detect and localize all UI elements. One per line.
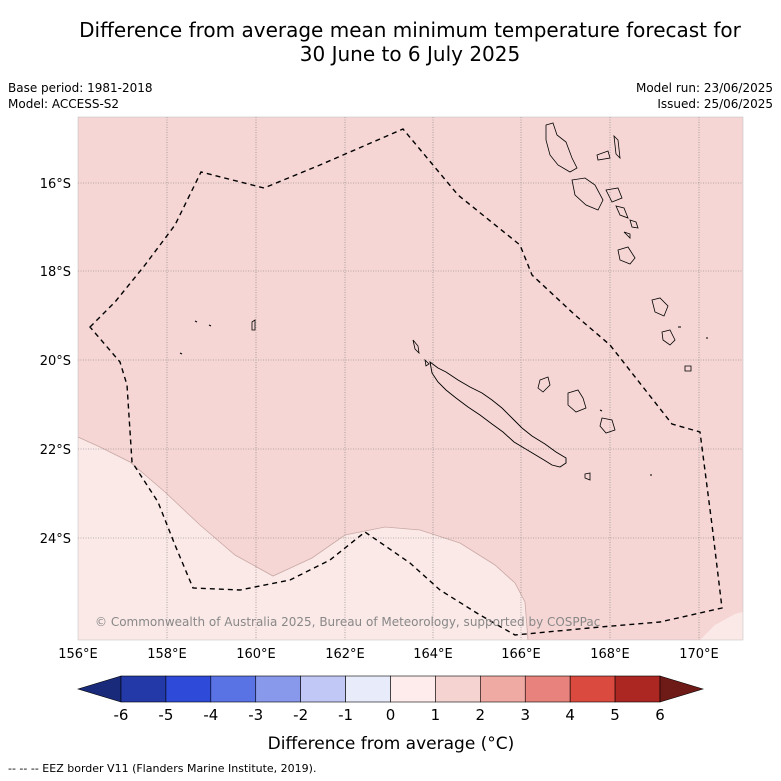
lat-label: 16°S bbox=[40, 177, 71, 192]
colorbar-tick-label: 0 bbox=[386, 706, 396, 724]
colorbar-cell bbox=[614, 675, 661, 703]
latitude-labels: 16°S 18°S 20°S 22°S 24°S bbox=[40, 177, 71, 547]
model-name: Model: ACCESS-S2 bbox=[8, 97, 120, 111]
colorbar-cell bbox=[569, 675, 616, 703]
colorbar-over-arrow bbox=[659, 675, 705, 703]
footer-legend: -- -- -- EEZ border V11 (Flanders Marine… bbox=[8, 762, 317, 775]
colorbar-label: Difference from average (°C) bbox=[268, 734, 515, 754]
title-line-1: Difference from average mean minimum tem… bbox=[79, 18, 741, 42]
colorbar-cell bbox=[300, 675, 346, 703]
lon-label: 156°E bbox=[58, 647, 98, 662]
colorbar-tick-label: 3 bbox=[520, 706, 530, 724]
colorbar-under-arrow bbox=[76, 675, 122, 703]
copyright-text: © Commonwealth of Australia 2025, Bureau… bbox=[95, 615, 600, 629]
model-run: Model run: 23/06/2025 bbox=[635, 81, 773, 95]
colorbar-tick-label: -3 bbox=[248, 706, 263, 724]
colorbar-cell bbox=[345, 675, 391, 703]
meta-left: Base period: 1981-2018 Model: ACCESS-S2 bbox=[8, 80, 153, 112]
colorbar-tick-label: 4 bbox=[565, 706, 575, 724]
lon-label: 162°E bbox=[325, 647, 365, 662]
colorbar-cell bbox=[524, 675, 571, 703]
lon-label: 160°E bbox=[236, 647, 276, 662]
anomaly-region-light bbox=[78, 437, 743, 640]
graticule bbox=[78, 117, 743, 640]
longitude-labels: 156°E 158°E 160°E 162°E 164°E 166°E 168°… bbox=[58, 647, 719, 662]
colorbar-cell bbox=[210, 675, 257, 703]
lon-label: 168°E bbox=[590, 647, 630, 662]
colorbar-tick-label: 6 bbox=[655, 706, 665, 724]
colorbar-tick-label: -1 bbox=[338, 706, 353, 724]
issued-date: Issued: 25/06/2025 bbox=[657, 97, 773, 111]
meta-right: Model run: 23/06/2025 Issued: 25/06/2025 bbox=[636, 80, 773, 112]
lat-label: 20°S bbox=[40, 354, 71, 369]
colorbar: -6 -5 -4 -3 -2 -1 0 1 2 3 4 5 6 Difference from aver… bbox=[76, 675, 705, 754]
colorbar-cell bbox=[480, 675, 526, 703]
lon-label: 166°E bbox=[501, 647, 541, 662]
colorbar-cell bbox=[120, 675, 167, 703]
colorbar-tick-label: -4 bbox=[203, 706, 218, 724]
lon-label: 164°E bbox=[413, 647, 453, 662]
title-line-2: 30 June to 6 July 2025 bbox=[299, 42, 521, 66]
colorbar-cell bbox=[165, 675, 212, 703]
base-period: Base period: 1981-2018 bbox=[8, 81, 153, 95]
colorbar-tick-label: -5 bbox=[158, 706, 173, 724]
lat-label: 18°S bbox=[40, 265, 71, 280]
lat-label: 22°S bbox=[40, 443, 71, 458]
colorbar-tick-label: 1 bbox=[431, 706, 441, 724]
colorbar-cell bbox=[435, 675, 481, 703]
colorbar-tick-label: -6 bbox=[114, 706, 129, 724]
lon-label: 170°E bbox=[679, 647, 719, 662]
colorbar-tick-label: 2 bbox=[476, 706, 486, 724]
colorbar-cell bbox=[255, 675, 301, 703]
colorbar-tick-label: 5 bbox=[610, 706, 620, 724]
colorbar-tick-label: -2 bbox=[293, 706, 308, 724]
lat-label: 24°S bbox=[40, 532, 71, 547]
new-caledonia-coast bbox=[429, 360, 567, 468]
lon-label: 158°E bbox=[147, 647, 187, 662]
map-area bbox=[78, 117, 743, 640]
chart-title: Difference from average mean minimum tem… bbox=[40, 18, 780, 66]
colorbar-cell bbox=[390, 675, 436, 703]
eez-border bbox=[89, 128, 723, 636]
